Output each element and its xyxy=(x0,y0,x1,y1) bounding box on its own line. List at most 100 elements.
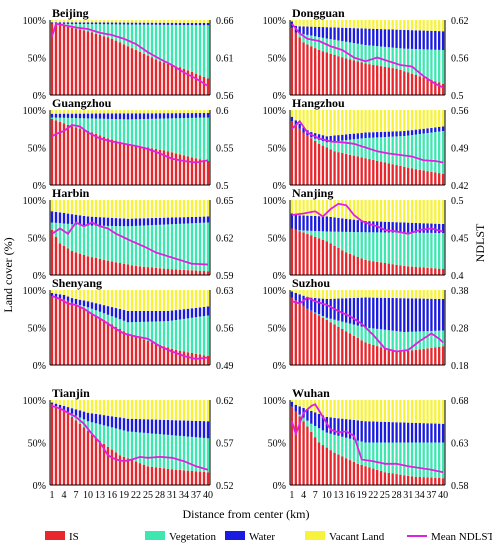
bar-water-21 xyxy=(368,28,371,46)
bar-water-31 xyxy=(170,217,174,225)
bar-vacant-3 xyxy=(298,20,301,27)
bar-water-39 xyxy=(202,22,206,26)
bar-water-24 xyxy=(379,297,383,330)
bar-water-10 xyxy=(86,412,90,422)
bar-vacant-5 xyxy=(66,20,70,23)
bar-vacant-5 xyxy=(306,200,309,216)
bar-vacant-10 xyxy=(86,20,90,23)
bar-is-24 xyxy=(379,161,383,185)
bar-vacant-2 xyxy=(54,20,58,23)
bar-is-36 xyxy=(426,78,429,95)
bar-is-12 xyxy=(333,55,336,95)
bar-is-37 xyxy=(430,347,433,365)
bar-vacant-35 xyxy=(186,200,190,218)
x-tick-label: 16 xyxy=(107,490,117,501)
bar-vacant-7 xyxy=(314,110,317,134)
bar-water-7 xyxy=(314,26,317,37)
bar-water-20 xyxy=(126,311,130,323)
bar-is-13 xyxy=(337,326,340,365)
bar-veg-25 xyxy=(146,433,150,467)
bar-is-28 xyxy=(395,68,398,95)
bar-veg-17 xyxy=(114,24,118,41)
bar-is-8 xyxy=(317,50,321,95)
bar-vacant-24 xyxy=(142,20,146,23)
bar-water-16 xyxy=(348,28,352,43)
bar-is-13 xyxy=(98,317,102,365)
bar-is-13 xyxy=(98,135,102,185)
bar-veg-23 xyxy=(376,328,379,347)
bar-vacant-37 xyxy=(430,290,433,299)
ndlst-line xyxy=(51,22,209,87)
bar-water-17 xyxy=(114,308,118,318)
bar-is-40 xyxy=(441,83,445,95)
bar-is-25 xyxy=(146,341,150,365)
bar-water-40 xyxy=(206,23,210,26)
bar-is-10 xyxy=(86,431,90,485)
bar-is-36 xyxy=(190,353,194,365)
bar-water-8 xyxy=(317,298,321,315)
bar-is-33 xyxy=(178,67,182,95)
bar-vacant-38 xyxy=(198,290,202,308)
bar-water-3 xyxy=(58,404,62,409)
bar-is-6 xyxy=(310,431,313,486)
bar-is-16 xyxy=(348,154,352,185)
bar-water-30 xyxy=(166,311,170,322)
right-tick-label: 0.49 xyxy=(451,144,469,155)
bar-water-14 xyxy=(341,418,344,437)
bar-vacant-40 xyxy=(206,200,210,217)
bar-is-26 xyxy=(150,466,154,485)
bar-vacant-21 xyxy=(130,200,134,219)
bar-vacant-33 xyxy=(178,290,182,310)
bar-veg-14 xyxy=(102,225,106,260)
bar-is-34 xyxy=(418,169,421,185)
bar-is-19 xyxy=(360,62,363,95)
bar-veg-33 xyxy=(414,442,418,477)
bar-veg-29 xyxy=(399,136,402,166)
bar-vacant-13 xyxy=(98,290,102,305)
bar-vacant-32 xyxy=(410,290,414,299)
bar-is-3 xyxy=(298,416,301,485)
bar-is-39 xyxy=(438,82,441,95)
bar-veg-26 xyxy=(387,47,390,68)
bar-vacant-1 xyxy=(50,290,54,293)
bar-veg-22 xyxy=(372,45,375,65)
bar-vacant-17 xyxy=(114,400,118,417)
bar-veg-13 xyxy=(98,118,102,136)
bar-is-32 xyxy=(174,350,178,365)
bar-is-10 xyxy=(86,31,90,95)
bar-water-25 xyxy=(146,311,150,322)
bar-water-19 xyxy=(360,420,363,442)
bar-veg-20 xyxy=(364,327,367,343)
bar-veg-29 xyxy=(162,24,166,63)
bar-vacant-2 xyxy=(294,400,297,405)
bar-veg-12 xyxy=(333,319,336,325)
bar-water-35 xyxy=(186,113,190,118)
bar-water-32 xyxy=(410,298,414,332)
bar-is-19 xyxy=(360,464,363,485)
bar-is-31 xyxy=(170,348,174,365)
bar-is-19 xyxy=(360,340,363,365)
bar-vacant-26 xyxy=(387,110,390,132)
bar-water-16 xyxy=(110,307,114,317)
bar-veg-25 xyxy=(146,321,150,341)
bar-veg-17 xyxy=(352,139,356,156)
bar-veg-28 xyxy=(395,232,398,265)
ndlst-line xyxy=(291,119,444,164)
x-tick-label: 7 xyxy=(74,490,79,501)
bar-vacant-7 xyxy=(74,20,78,23)
bar-veg-16 xyxy=(348,42,352,60)
bar-water-33 xyxy=(178,309,182,320)
bar-vacant-9 xyxy=(321,110,325,136)
bar-veg-38 xyxy=(198,437,202,472)
bar-veg-20 xyxy=(126,226,130,265)
bar-is-14 xyxy=(341,456,344,485)
bar-water-1 xyxy=(50,293,54,296)
bar-veg-12 xyxy=(94,118,98,134)
bar-water-1 xyxy=(50,211,54,223)
bar-vacant-7 xyxy=(74,200,78,215)
bar-water-11 xyxy=(90,113,94,119)
bar-is-20 xyxy=(364,158,367,185)
bar-vacant-31 xyxy=(407,110,410,131)
bar-veg-35 xyxy=(422,133,425,171)
